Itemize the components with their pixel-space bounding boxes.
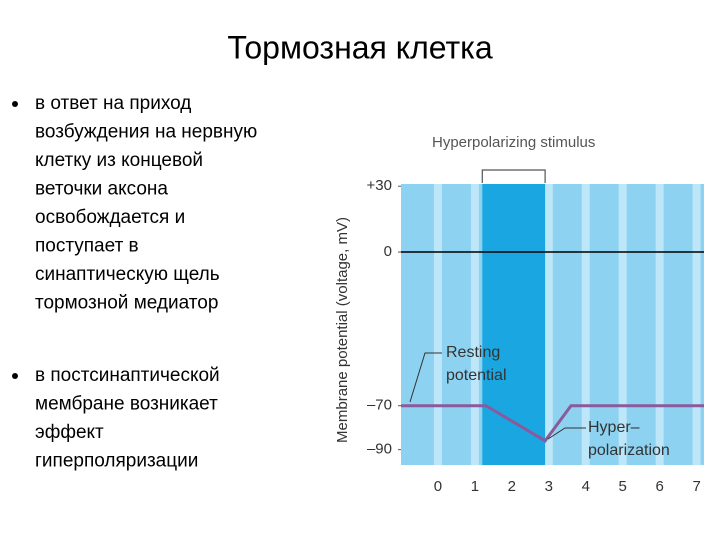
potential-line (401, 404, 704, 443)
bullet-text: синаптическую щель (35, 264, 220, 285)
resting-label: potential (446, 367, 507, 384)
y-tick-label: –90 (367, 441, 392, 458)
x-tick-label: 3 (545, 478, 553, 495)
bullet-text: эффект (35, 422, 104, 443)
bullet-text: мембране возникает (35, 394, 218, 415)
bullet-text: освобождается и (35, 207, 185, 228)
stimulus-bracket (481, 169, 546, 183)
resting-label: Resting (446, 344, 500, 361)
x-tick-label: 2 (508, 478, 516, 495)
x-tick-label: 6 (655, 478, 663, 495)
grid-stripe (544, 184, 553, 465)
grid-stripe (433, 184, 442, 465)
y-axis-label: Membrane potential (voltage, mV) (334, 217, 351, 443)
x-tick-label: 5 (619, 478, 627, 495)
bullet-dot (12, 101, 18, 107)
hyper-label: polarization (588, 442, 670, 459)
y-tick-label: 0 (384, 243, 392, 260)
hyper-label: Hyper– (588, 419, 640, 436)
y-tick-label: +30 (367, 177, 392, 194)
bullet-text: в постсинаптической (35, 365, 220, 386)
bullet-text: в ответ на приход (35, 93, 191, 114)
bullet-text: возбуждения на нервную (35, 122, 257, 143)
stimulus-label: Hyperpolarizing stimulus (432, 134, 595, 151)
bullet-text: тормозной медиатор (35, 293, 218, 314)
slide-title: Тормозная клетка (227, 29, 493, 65)
bullet-text: поступает в (35, 236, 139, 257)
grid-stripe (618, 184, 627, 465)
stimulus-band (482, 184, 546, 465)
y-tick-label: –70 (367, 397, 392, 414)
grid-stripe (470, 184, 479, 465)
bullet-text: веточки аксона (35, 179, 168, 200)
x-tick-label: 4 (582, 478, 590, 495)
grid-stripe (581, 184, 590, 465)
x-tick-label: 7 (692, 478, 700, 495)
resting-leader (409, 352, 442, 403)
bullet-text: клетку из концевой (35, 150, 203, 171)
x-tick-label: 0 (434, 478, 442, 495)
grid-stripe (655, 184, 664, 465)
grid-stripe (692, 184, 701, 465)
bullet-text: гиперполяризации (35, 451, 198, 472)
x-tick-label: 1 (471, 478, 479, 495)
bullet-dot (12, 373, 18, 379)
hyper-leader (547, 427, 586, 440)
